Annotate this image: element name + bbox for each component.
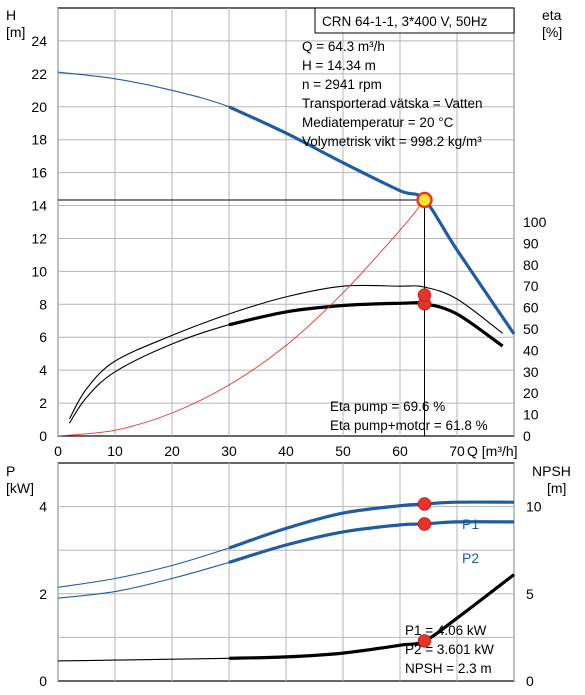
y-right-tick-label: 70 (523, 278, 539, 294)
y-left-label-unit: [m] (6, 24, 25, 40)
eta-pump-curve-line (68, 284, 503, 420)
y-right-tick-label: 40 (523, 342, 539, 358)
info-box (314, 7, 515, 34)
x-tick-label: 50 (335, 443, 351, 459)
y-right-tick-label: 10 (526, 499, 542, 515)
y-left-tick-label: 4 (39, 499, 47, 515)
info-panel: Q = 64.3 m³/h H = 14.34 m n = 2941 rpm T… (302, 39, 482, 149)
system-curve-line (57, 199, 425, 437)
x-axis-label: Q [m³/h] (467, 443, 518, 459)
x-tick-label: 60 (392, 443, 408, 459)
power-info-panel: P1 = 4.06 kW P2 = 3.601 kW NPSH = 2.3 m (405, 623, 494, 676)
y-left-label-symbol: H (6, 7, 16, 23)
y-left-tick-label: 20 (31, 99, 47, 115)
y-right-label-symbol: NPSH (532, 463, 571, 479)
y-right-label-unit: [%] (542, 24, 562, 40)
chart-title: CRN 64-1-1, 3*400 V, 50Hz (322, 14, 488, 29)
x-tick-label: 30 (221, 443, 237, 459)
npsh-marker (417, 634, 432, 648)
y-right-label-symbol: eta (542, 7, 562, 23)
y-left-tick-label: 16 (31, 165, 47, 181)
p2-curve-operating-range-line (228, 520, 515, 564)
y-right-tick-label: 100 (523, 214, 547, 230)
y-right-label-unit: [m] (547, 480, 566, 496)
duty-point-marker (416, 191, 433, 209)
y-right-tick-label: 10 (523, 407, 539, 423)
info-speed: n = 2941 rpm (302, 77, 382, 92)
info-eta-pump: Eta pump = 69.6 % (330, 399, 445, 414)
y-left-tick-label: 14 (31, 198, 47, 214)
eta-pump-motor-curve-operating-range-line (228, 301, 504, 348)
x-tick-label: 20 (164, 443, 180, 459)
y-right-tick-label: 30 (523, 364, 539, 380)
info-npsh: NPSH = 2.3 m (405, 661, 492, 676)
y-left-tick-label: 22 (31, 66, 47, 82)
x-tick-label: 10 (107, 443, 123, 459)
info-density: Volymetrisk vikt = 998.2 kg/m³ (302, 134, 482, 149)
y-right-tick-label: 0 (526, 673, 534, 689)
power-npsh-panel: 0 2 4 0 5 10 P [kW] NPSH [m] P1 P2 P1 = 4.06 … (6, 462, 571, 689)
p1-curve-operating-range-line (228, 500, 515, 550)
y-left-tick-label: 2 (39, 395, 47, 411)
y-right-tick-label: 80 (523, 257, 539, 273)
y-left-tick-label: 0 (39, 428, 47, 444)
x-tick-label: 0 (54, 443, 62, 459)
info-liquid: Transporterad vätska = Vatten (302, 96, 482, 111)
y-left-tick-label: 8 (39, 296, 47, 312)
x-tick-label: 70 (449, 443, 465, 459)
x-tick-label: 40 (278, 443, 294, 459)
y-left-tick-label: 2 (39, 586, 47, 602)
npsh-curve-operating-range-line (228, 573, 515, 660)
y-left-label-symbol: P (6, 463, 15, 479)
info-temperature: Mediatemperatur = 20 °C (302, 115, 454, 130)
info-p1: P1 = 4.06 kW (405, 623, 487, 638)
eta-pump-marker (417, 288, 432, 302)
info-p2: P2 = 3.601 kW (405, 642, 494, 657)
legend-p2: P2 (462, 550, 479, 566)
y-left-tick-label: 24 (31, 33, 47, 49)
y-right-tick-label: 50 (523, 321, 539, 337)
y-left-tick-label: 12 (31, 230, 47, 246)
y-left-label-unit: [kW] (6, 480, 34, 496)
head-curve-operating-range-line (228, 105, 516, 335)
eta-info-panel: Eta pump = 69.6 % Eta pump+motor = 61.8 … (330, 399, 488, 433)
p2-marker (417, 517, 432, 531)
y-left-tick-label: 10 (31, 263, 47, 279)
y-right-tick-label: 90 (523, 235, 539, 251)
performance-panel: 0 10 20 30 40 50 60 700246810121416182022240102… (6, 7, 562, 459)
y-left-tick-label: 18 (31, 132, 47, 148)
y-left-tick-label: 6 (39, 329, 47, 345)
y-right-tick-label: 60 (523, 300, 539, 316)
info-flow: Q = 64.3 m³/h (302, 39, 385, 54)
legend-p1: P1 (462, 516, 479, 532)
y-right-tick-label: 20 (523, 385, 539, 401)
info-head: H = 14.34 m (302, 58, 376, 73)
info-eta-total: Eta pump+motor = 61.8 % (330, 418, 488, 433)
y-right-tick-label: 0 (523, 428, 531, 444)
y-left-tick-label: 0 (39, 673, 47, 689)
p1-marker (417, 497, 432, 511)
y-left-tick-label: 4 (39, 362, 47, 378)
y-right-tick-label: 5 (526, 586, 534, 602)
